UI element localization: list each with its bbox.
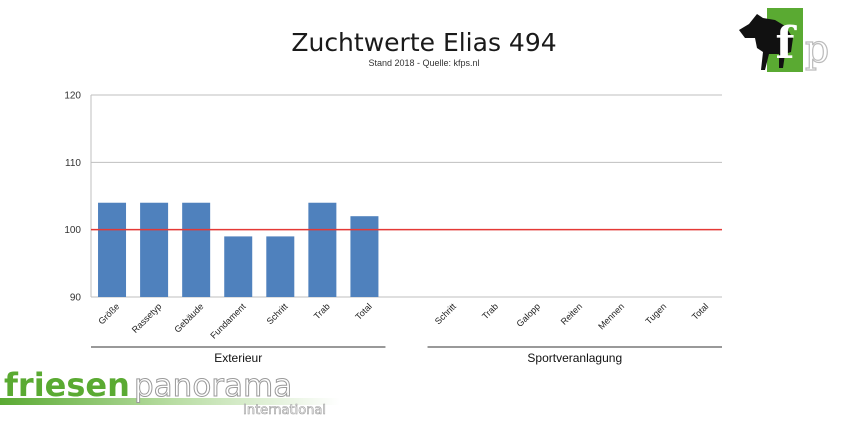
- horse-silhouette-icon: [739, 14, 793, 70]
- bar: [350, 216, 379, 297]
- x-tick-label: Größe: [96, 301, 121, 326]
- x-tick-label: Tugen: [643, 301, 668, 326]
- y-tick-label: 90: [70, 293, 82, 304]
- y-tick-label: 100: [64, 225, 81, 236]
- bar: [98, 202, 127, 297]
- bar: [140, 202, 169, 297]
- x-tick-label: Reiten: [559, 301, 584, 326]
- logo-swoosh: [0, 398, 340, 405]
- x-tick-label: Total: [690, 301, 711, 322]
- kfp-logo: f p: [739, 8, 830, 72]
- x-tick-label: Rassetyp: [130, 301, 164, 335]
- kfp-logo-letter-p: p: [805, 27, 829, 71]
- x-tick-label: Trab: [480, 301, 500, 321]
- bar: [182, 202, 211, 297]
- group-label: Exterieur: [214, 351, 262, 365]
- x-tick-label: Schritt: [433, 301, 458, 326]
- group-label: Sportveranlagung: [527, 351, 622, 365]
- logo-sub-international: International: [243, 403, 326, 418]
- bar: [266, 236, 295, 297]
- logo-word-panorama: panorama: [134, 368, 292, 404]
- chart-subtitle: Stand 2018 - Quelle: kfps.nl: [368, 58, 480, 68]
- x-tick-label: Galopp: [515, 301, 543, 329]
- y-tick-label: 120: [64, 91, 81, 102]
- x-tick-label: Schritt: [265, 301, 290, 326]
- x-tick-label: Fundament: [208, 301, 248, 341]
- bar: [308, 202, 337, 297]
- bar: [224, 236, 253, 297]
- x-tick-label: Mennen: [596, 301, 626, 331]
- kfp-logo-letter-f: f: [776, 18, 798, 69]
- y-tick-label: 110: [65, 158, 81, 169]
- x-tick-label: Total: [353, 301, 374, 322]
- chart-title: Zuchtwerte Elias 494: [291, 28, 557, 57]
- x-tick-label: Trab: [312, 301, 332, 321]
- friesenpanorama-logo: friesen panorama International: [0, 366, 340, 418]
- x-tick-label: Gebäude: [172, 301, 205, 334]
- logo-word-friesen: friesen: [4, 366, 130, 404]
